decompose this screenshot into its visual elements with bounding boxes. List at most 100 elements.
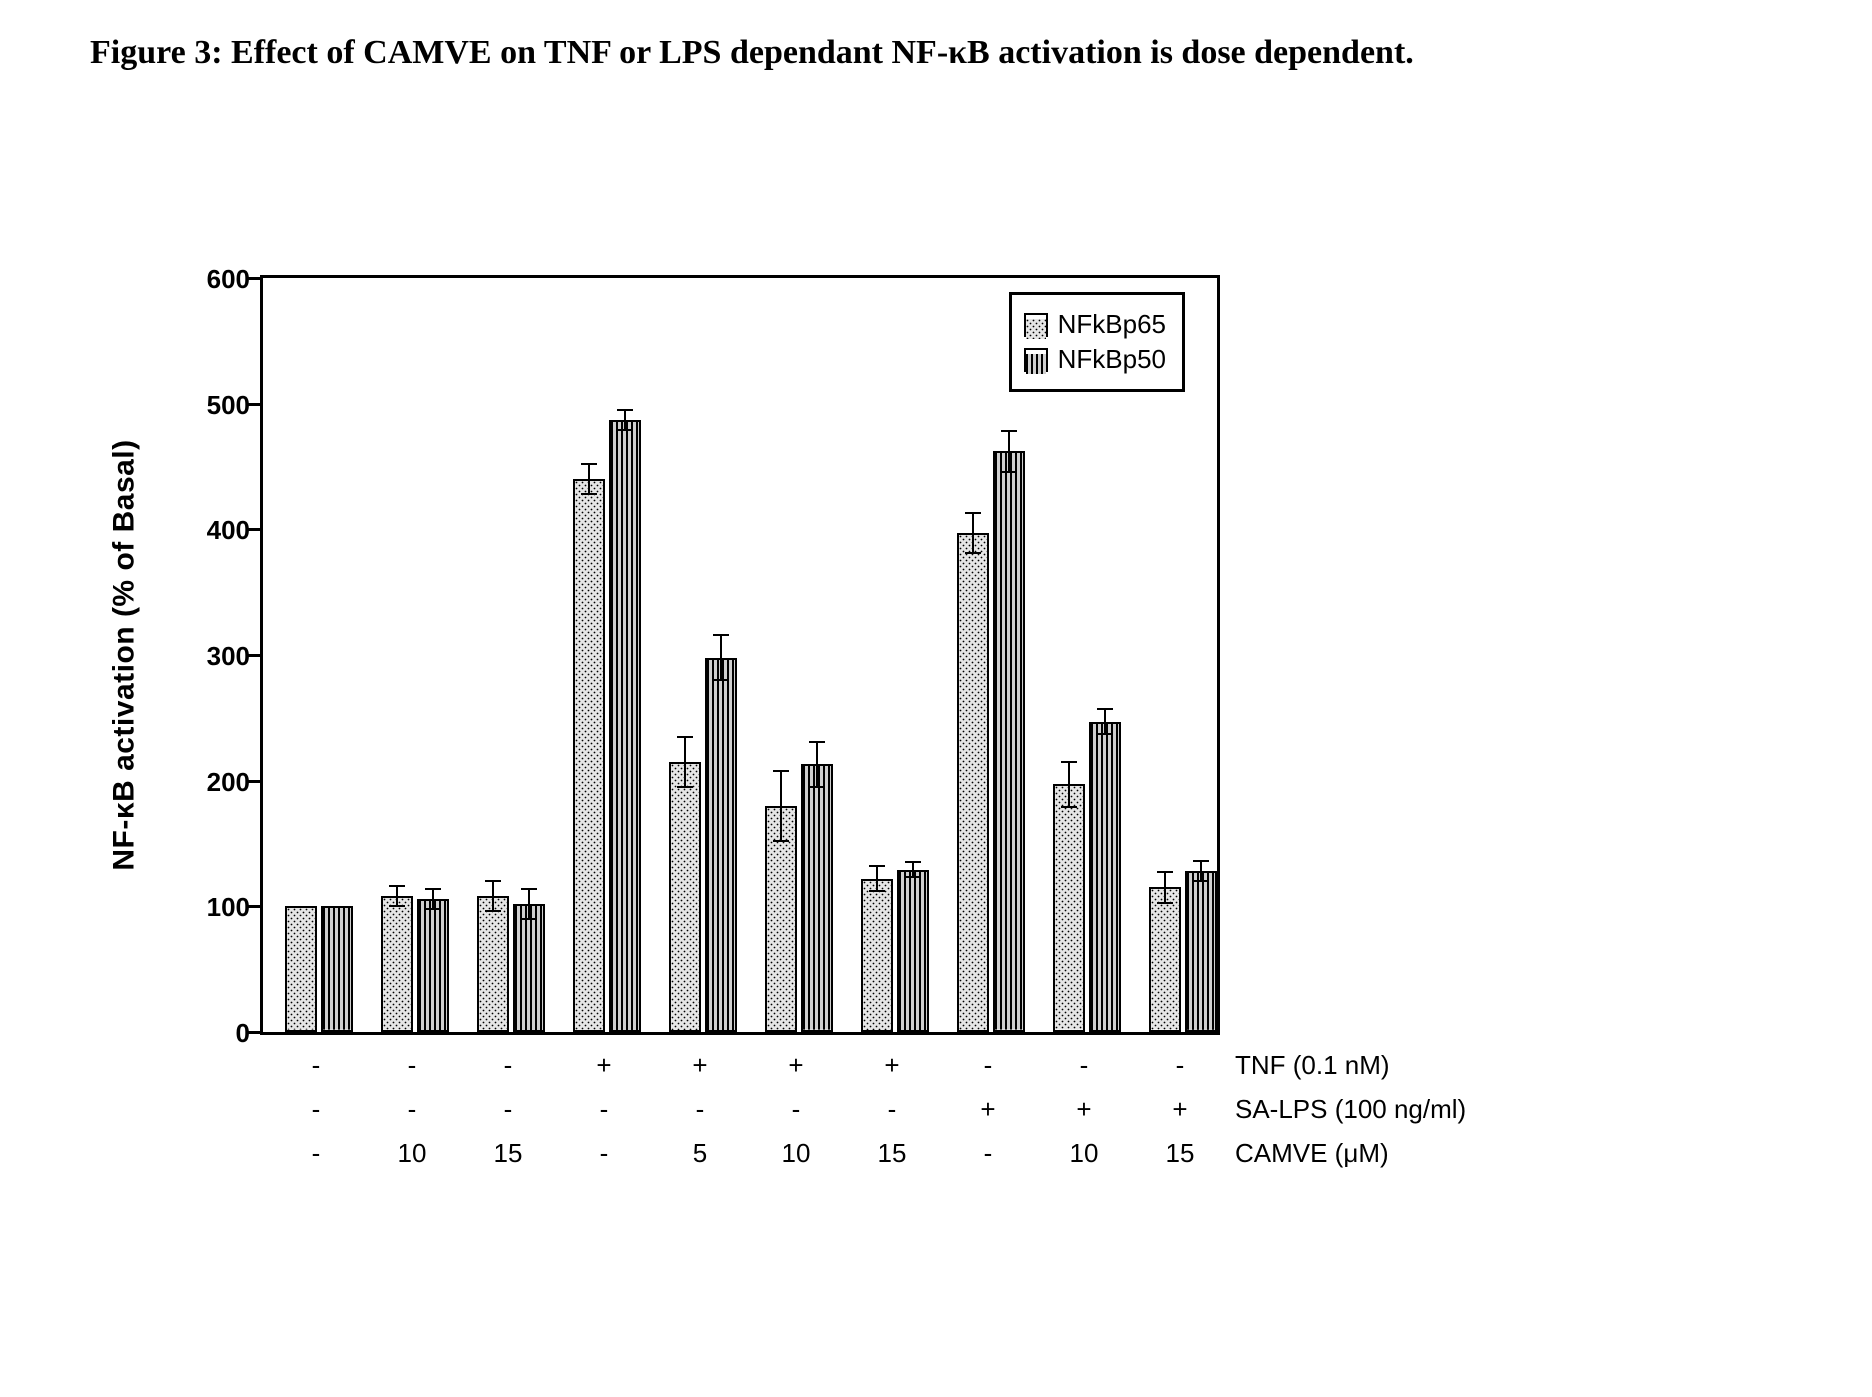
error-bar (1164, 872, 1166, 902)
y-axis-title-container: NF-κB activation (% of Basal) (95, 275, 155, 1035)
error-cap (1001, 430, 1017, 432)
error-cap (1157, 871, 1173, 873)
y-tick-label: 500 (190, 390, 250, 421)
bar-p50 (609, 420, 641, 1032)
error-cap (1061, 761, 1077, 763)
error-cap (965, 552, 981, 554)
bar-p65 (381, 896, 413, 1032)
error-cap (617, 429, 633, 431)
error-bar (972, 513, 974, 553)
condition-cell: - (600, 1094, 609, 1125)
error-cap (1001, 471, 1017, 473)
y-tick-label: 400 (190, 515, 250, 546)
bar-p50 (1089, 722, 1121, 1032)
error-cap (965, 512, 981, 514)
error-cap (485, 910, 501, 912)
error-cap (1193, 860, 1209, 862)
condition-cell: - (696, 1094, 705, 1125)
condition-row-label: TNF (0.1 nM) (1235, 1050, 1390, 1081)
plot-area: NFkBp65 NFkBp50 (260, 275, 1220, 1035)
condition-cell: + (596, 1050, 611, 1081)
error-cap (1097, 733, 1113, 735)
condition-row: ---++++--- (260, 1050, 1220, 1092)
bar-p65 (957, 533, 989, 1032)
bar-p50 (801, 764, 833, 1032)
condition-cell: - (984, 1050, 993, 1081)
condition-cell: 15 (494, 1138, 523, 1169)
y-tick-mark (248, 277, 260, 280)
legend: NFkBp65 NFkBp50 (1009, 292, 1185, 392)
bar-p65 (285, 906, 317, 1032)
condition-cell: 10 (398, 1138, 427, 1169)
error-cap (809, 786, 825, 788)
error-cap (1193, 880, 1209, 882)
y-tick-label: 100 (190, 892, 250, 923)
error-bar (432, 889, 434, 909)
error-cap (713, 634, 729, 636)
condition-cell: 10 (782, 1138, 811, 1169)
condition-cell: - (888, 1094, 897, 1125)
error-bar (1068, 762, 1070, 807)
error-cap (389, 905, 405, 907)
bar-p50 (417, 899, 449, 1032)
bar-p50 (1185, 871, 1217, 1032)
error-cap (905, 876, 921, 878)
legend-swatch-dots-icon (1024, 313, 1048, 337)
error-cap (905, 861, 921, 863)
condition-cell: 15 (1166, 1138, 1195, 1169)
error-bar (816, 742, 818, 787)
y-tick-mark (248, 403, 260, 406)
error-bar (780, 771, 782, 841)
error-bar (528, 889, 530, 919)
error-cap (425, 888, 441, 890)
error-cap (617, 409, 633, 411)
error-cap (521, 918, 537, 920)
error-cap (581, 463, 597, 465)
error-bar (1104, 709, 1106, 734)
condition-cell: 10 (1070, 1138, 1099, 1169)
error-bar (720, 635, 722, 680)
y-tick-mark (248, 905, 260, 908)
bar-p50 (993, 451, 1025, 1032)
condition-cell: - (1080, 1050, 1089, 1081)
condition-cell: + (980, 1094, 995, 1125)
y-tick-mark (248, 1031, 260, 1034)
condition-cell: + (1076, 1094, 1091, 1125)
condition-cell: - (984, 1138, 993, 1169)
error-bar (876, 866, 878, 891)
chart-container: NF-κB activation (% of Basal) 0100200300… (95, 275, 1495, 1335)
condition-cell: - (1176, 1050, 1185, 1081)
condition-cell: + (692, 1050, 707, 1081)
error-bar (1200, 861, 1202, 881)
condition-cell: - (312, 1094, 321, 1125)
y-tick-mark (248, 780, 260, 783)
error-cap (677, 786, 693, 788)
error-bar (684, 737, 686, 787)
bar-p50 (897, 870, 929, 1032)
condition-row-label: SA-LPS (100 ng/ml) (1235, 1094, 1466, 1125)
y-axis-title: NF-κB activation (% of Basal) (108, 439, 142, 870)
bar-p65 (573, 479, 605, 1032)
bar-p50 (513, 904, 545, 1032)
condition-row: -1015-51015-1015 (260, 1138, 1220, 1180)
error-cap (773, 840, 789, 842)
condition-cell: + (1172, 1094, 1187, 1125)
condition-cell: - (408, 1094, 417, 1125)
bar-p50 (321, 906, 353, 1032)
bar-p65 (861, 879, 893, 1032)
error-cap (1097, 708, 1113, 710)
error-cap (425, 908, 441, 910)
error-cap (869, 865, 885, 867)
condition-cell: - (504, 1050, 513, 1081)
figure-caption: Figure 3: Effect of CAMVE on TNF or LPS … (90, 30, 1790, 76)
error-bar (1008, 431, 1010, 471)
condition-cell: - (408, 1050, 417, 1081)
bar-p65 (477, 896, 509, 1032)
error-cap (581, 493, 597, 495)
error-cap (1157, 902, 1173, 904)
y-tick-mark (248, 528, 260, 531)
error-cap (773, 770, 789, 772)
bar-p50 (705, 658, 737, 1032)
legend-swatch-vstripes-icon (1024, 348, 1048, 372)
error-bar (492, 881, 494, 911)
